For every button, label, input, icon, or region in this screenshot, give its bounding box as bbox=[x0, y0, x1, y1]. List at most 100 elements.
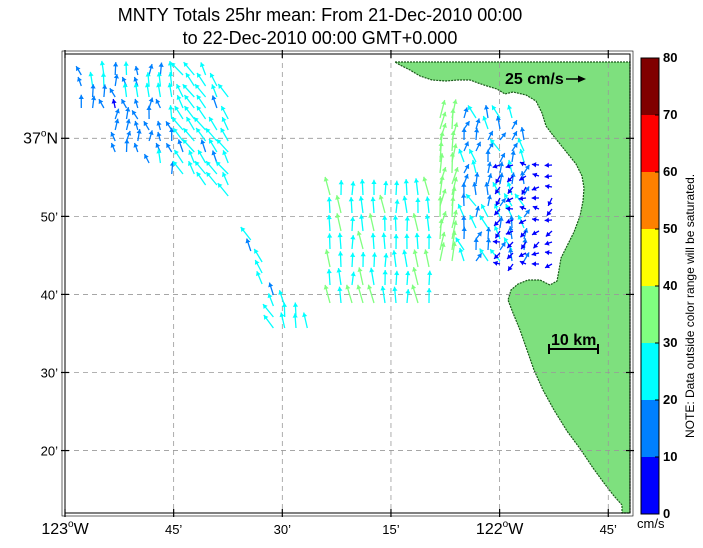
current-vector bbox=[438, 141, 444, 163]
current-vector bbox=[511, 130, 518, 141]
current-vector bbox=[267, 293, 275, 307]
current-vector bbox=[475, 205, 481, 218]
current-vector bbox=[146, 105, 152, 120]
current-vector bbox=[458, 148, 465, 163]
current-vector bbox=[253, 248, 263, 263]
current-vector bbox=[507, 263, 514, 272]
current-vector bbox=[208, 138, 218, 153]
current-vector bbox=[326, 197, 332, 214]
current-vector bbox=[498, 161, 504, 174]
current-vector bbox=[359, 214, 365, 232]
current-vector bbox=[489, 138, 501, 152]
current-vector bbox=[520, 241, 527, 250]
current-vector bbox=[156, 72, 162, 87]
current-vector bbox=[196, 72, 207, 87]
axis-ticks: 123oW 45’ 30’ 15’ 122oW 45’ 37oN 50’ 40’ 30’ 20’ bbox=[23, 50, 634, 538]
current-vector bbox=[507, 186, 514, 195]
current-vector bbox=[263, 314, 274, 329]
current-vector bbox=[194, 160, 207, 175]
current-vector bbox=[439, 231, 446, 251]
coastline bbox=[392, 61, 631, 514]
current-vector bbox=[205, 127, 218, 142]
current-vector bbox=[413, 178, 420, 196]
current-vector bbox=[402, 195, 408, 214]
current-vector bbox=[337, 286, 343, 304]
current-vector bbox=[474, 128, 480, 141]
current-vector bbox=[480, 203, 489, 218]
current-vector bbox=[514, 193, 525, 207]
current-vector bbox=[100, 72, 107, 87]
current-vector bbox=[518, 219, 527, 225]
current-vector bbox=[196, 171, 207, 186]
distance-scale-label: 10 km bbox=[551, 332, 596, 349]
current-vector bbox=[495, 115, 501, 130]
current-vector bbox=[493, 260, 501, 266]
current-vector bbox=[393, 233, 399, 250]
current-vector bbox=[451, 176, 458, 196]
current-vector bbox=[531, 185, 540, 191]
colorbar: 0 10 20 30 40 50 60 70 80 bbox=[640, 50, 677, 521]
current-vector bbox=[547, 197, 553, 207]
current-vector bbox=[209, 72, 218, 87]
current-vector bbox=[356, 284, 364, 304]
current-vector bbox=[394, 270, 400, 286]
current-vector bbox=[170, 62, 184, 76]
current-vector bbox=[394, 199, 400, 214]
current-vector bbox=[405, 270, 411, 286]
current-vector bbox=[382, 270, 388, 286]
current-vector bbox=[143, 153, 150, 164]
current-vector bbox=[169, 127, 175, 142]
current-vector bbox=[133, 142, 139, 153]
current-vector bbox=[405, 289, 411, 304]
current-vector bbox=[109, 87, 116, 98]
colorbar-tick-label: 10 bbox=[663, 449, 677, 464]
current-vector bbox=[165, 120, 173, 131]
speed-scale: 25 cm/s bbox=[505, 71, 586, 88]
current-vector bbox=[136, 129, 142, 142]
current-vector bbox=[370, 232, 376, 250]
current-vector bbox=[531, 261, 540, 267]
current-vector bbox=[544, 173, 553, 179]
colorbar-tick-label: 0 bbox=[663, 506, 670, 521]
current-vector bbox=[383, 253, 389, 268]
current-vector bbox=[220, 127, 229, 142]
current-vector bbox=[200, 139, 207, 153]
current-vector bbox=[487, 130, 494, 141]
current-vector bbox=[114, 108, 120, 120]
current-vector bbox=[531, 230, 540, 236]
current-vector bbox=[133, 98, 139, 109]
current-vector bbox=[523, 209, 531, 218]
map-title: MNTY Totals 25hr mean: From 21-Dec-2010 … bbox=[0, 4, 640, 50]
current-vector bbox=[348, 197, 354, 214]
colorbar-segment bbox=[641, 58, 659, 115]
current-vector bbox=[183, 105, 195, 120]
current-vector bbox=[411, 284, 419, 304]
current-vector bbox=[451, 220, 458, 240]
current-vector bbox=[378, 194, 386, 214]
current-vector bbox=[472, 182, 478, 196]
current-vector bbox=[487, 142, 494, 152]
current-vector bbox=[458, 247, 465, 262]
current-vector bbox=[156, 120, 162, 131]
current-vector bbox=[461, 127, 467, 141]
current-vector bbox=[358, 196, 364, 214]
current-vector bbox=[123, 61, 129, 76]
current-vector bbox=[463, 141, 469, 152]
current-vector bbox=[125, 106, 131, 120]
current-vector bbox=[268, 282, 275, 296]
current-vector bbox=[120, 98, 128, 109]
current-vector bbox=[98, 98, 105, 109]
current-vector bbox=[492, 239, 501, 245]
y-tick-label: 50’ bbox=[41, 209, 58, 224]
current-vector bbox=[439, 166, 447, 185]
current-vector bbox=[455, 237, 465, 251]
current-vector bbox=[499, 241, 506, 251]
current-vector bbox=[451, 241, 457, 262]
x-tick-label: 15’ bbox=[382, 522, 399, 537]
current-vector bbox=[494, 230, 501, 239]
current-vector bbox=[505, 218, 514, 224]
current-vector bbox=[469, 214, 477, 229]
current-vector bbox=[485, 226, 492, 240]
current-vector bbox=[493, 252, 501, 260]
